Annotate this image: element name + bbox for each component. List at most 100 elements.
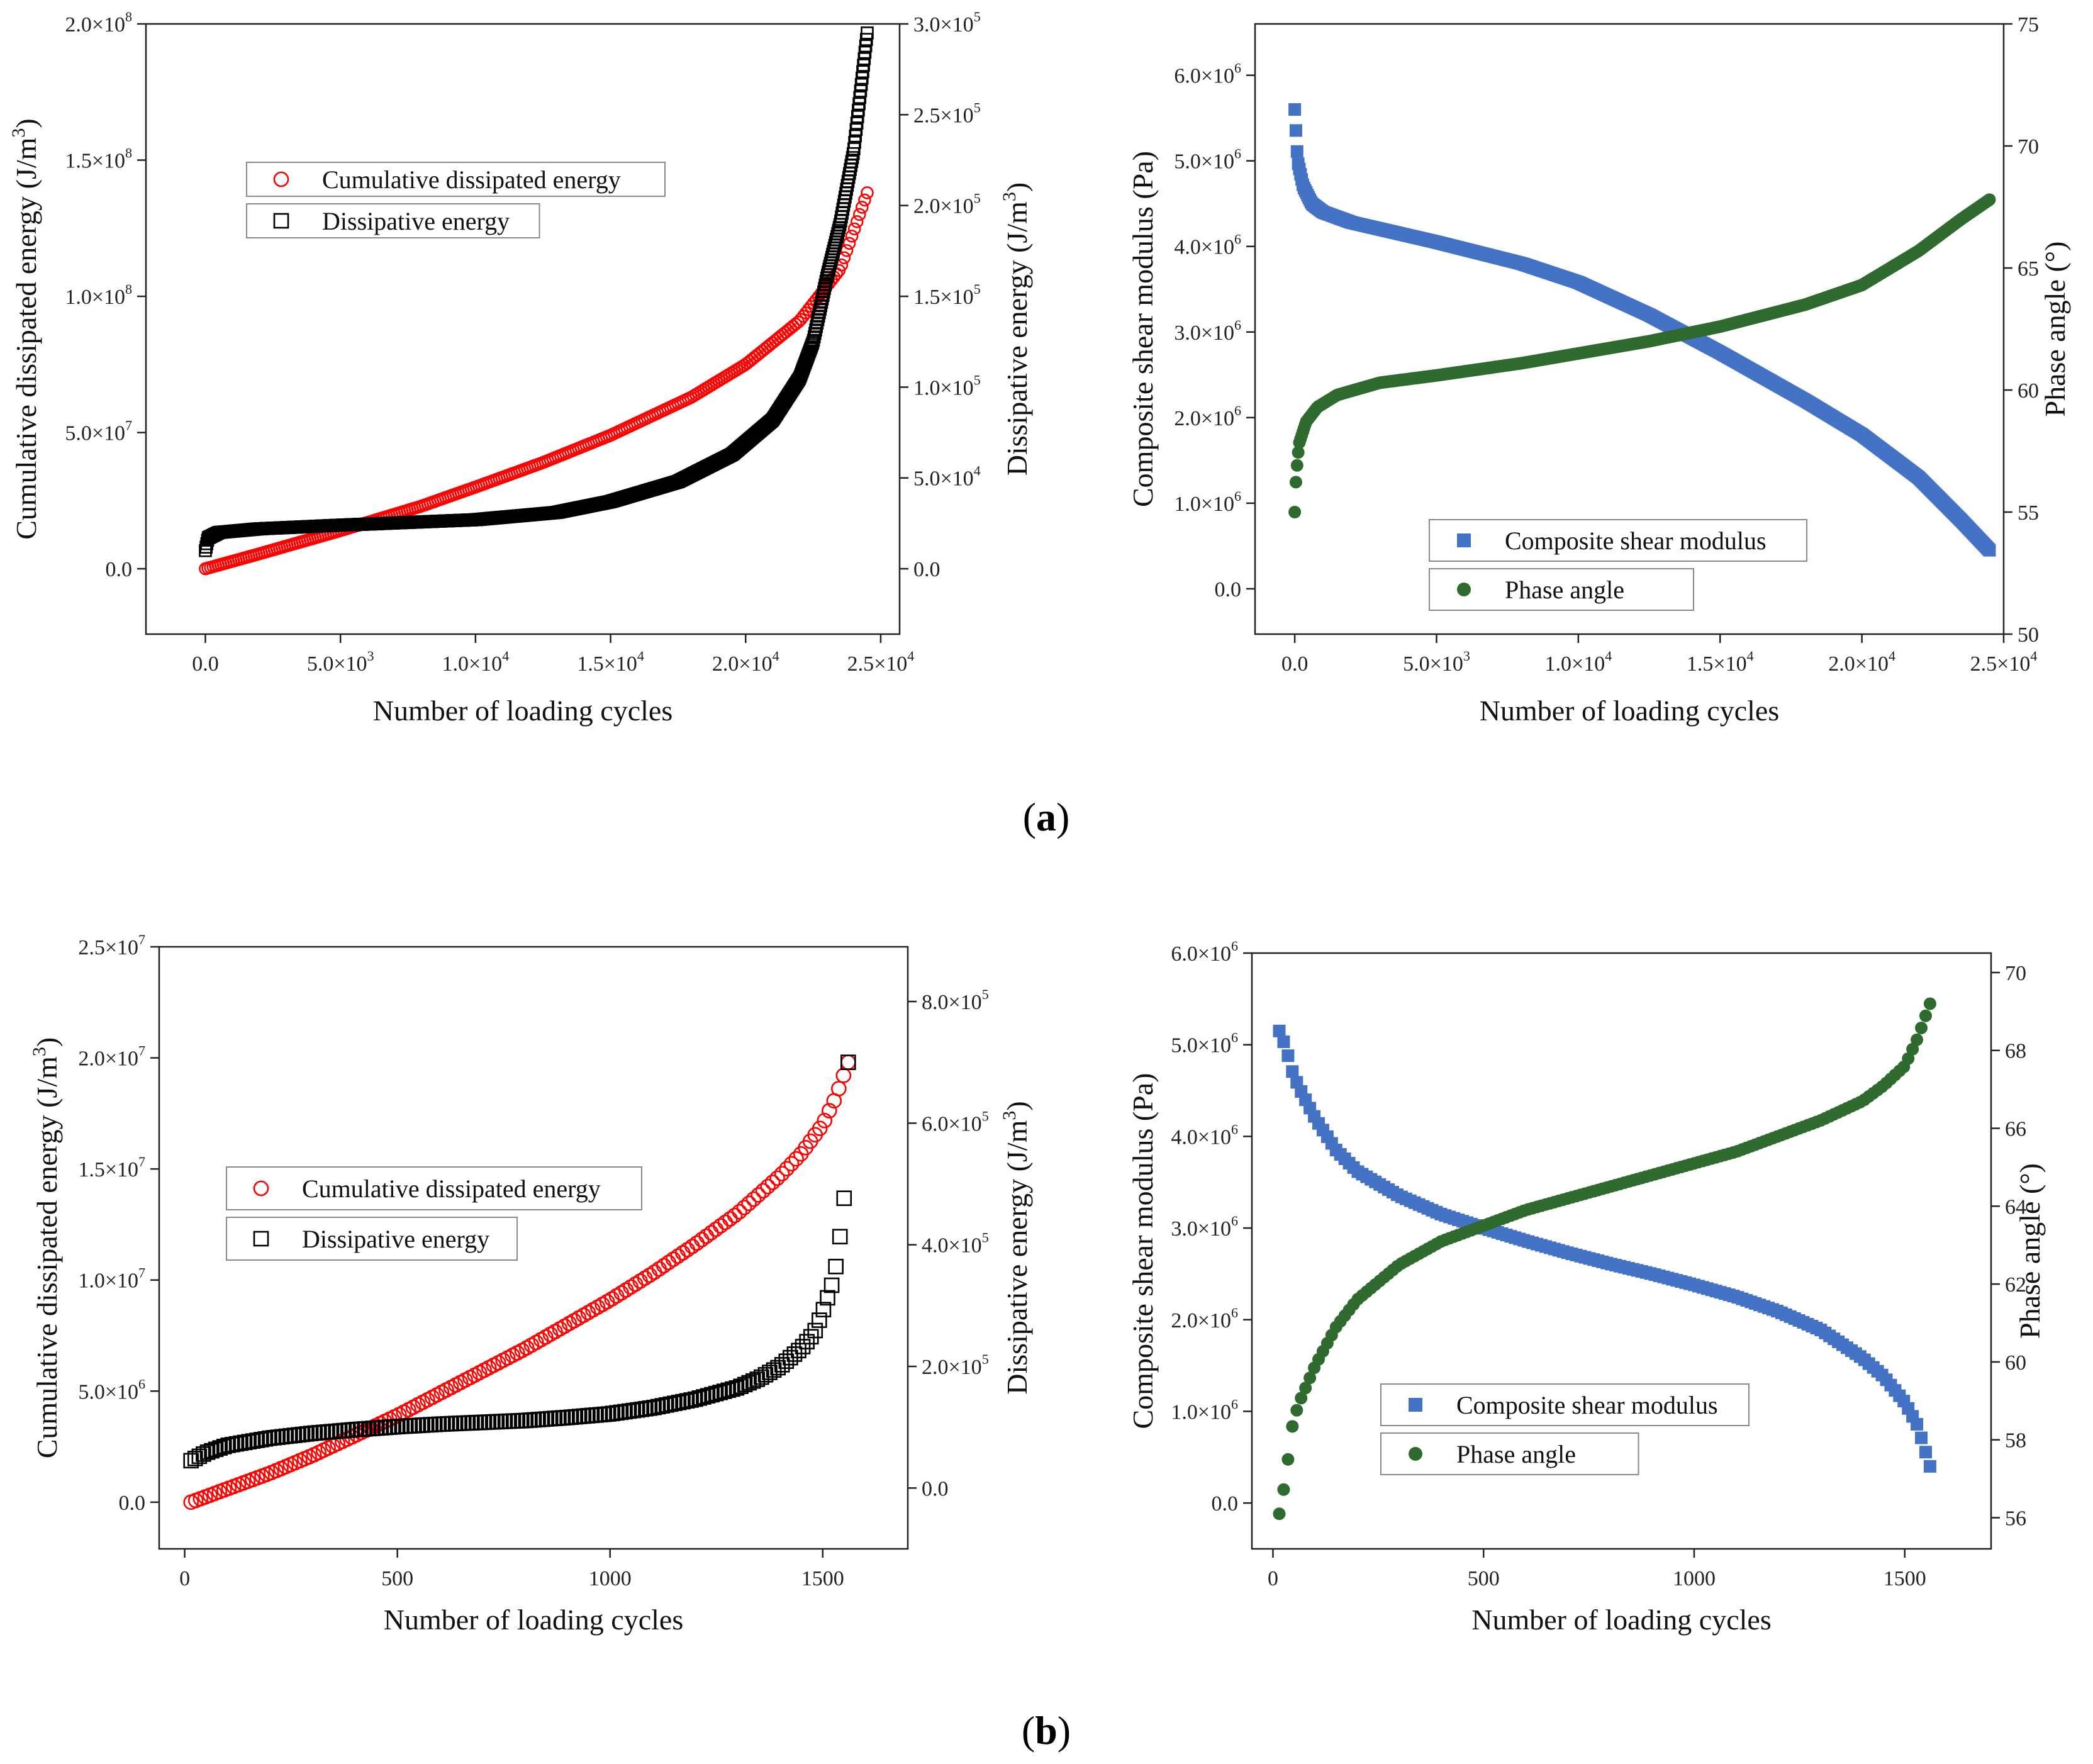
y-right-axis-label: Phase angle (°) [2039, 242, 2071, 417]
data-point [840, 1054, 856, 1070]
chart-a-left: 0.0 5.0×103 1.0×104 1.5×104 2.0×104 2.5×104 0.… [8, 9, 1033, 727]
y-left-tick-label: 0.0 [119, 1492, 146, 1515]
legend-marker [1457, 583, 1471, 596]
x-tick-label: 0 [1268, 1567, 1278, 1590]
data-point [766, 1362, 782, 1378]
data-point [823, 1277, 840, 1293]
y-right-tick-label: 66 [2005, 1118, 2026, 1141]
data-point [733, 1378, 749, 1394]
y-right-tick-label: 62 [2005, 1273, 2026, 1297]
y-right-tick-label: 6.0×105 [922, 1108, 989, 1136]
panel-label-a: (a) [1023, 795, 1070, 839]
data-point [783, 1156, 800, 1172]
data-point [671, 1395, 687, 1410]
data-point [191, 1448, 208, 1465]
data-point [1290, 145, 1303, 158]
y-left-tick-label: 3.0×106 [1171, 1213, 1238, 1241]
legend-entry-box [1429, 519, 1807, 562]
y-left-tick-label: 1.5×108 [65, 145, 132, 173]
y-right-tick-label: 2.0×105 [922, 1351, 989, 1379]
y-left-tick-label: 2.0×108 [65, 9, 132, 36]
data-point [1919, 1009, 1932, 1022]
x-tick-label: 2.5×104 [847, 648, 915, 676]
x-tick-label: 5.0×103 [307, 648, 374, 676]
data-point [1281, 1049, 1295, 1063]
data-point [1919, 1446, 1932, 1459]
data-point [764, 1175, 781, 1190]
data-point [732, 1203, 747, 1220]
series-phase-angle [1273, 997, 1936, 1521]
series-composite-shear-modulus [1273, 1024, 1936, 1473]
legend-marker [253, 1180, 269, 1197]
x-tick-label: 0 [179, 1567, 190, 1590]
data-point [708, 1385, 724, 1402]
data-point [204, 1443, 220, 1459]
y-left-tick-label: 0.0 [1215, 578, 1242, 601]
y-left-tick-label: 0.0 [106, 558, 133, 581]
series-phase-angle [1288, 193, 1996, 518]
y-right-tick-label: 0.0 [913, 558, 940, 581]
data-point [845, 229, 859, 243]
data-point [675, 1245, 691, 1261]
legend: Cumulative dissipated energy Dissipative … [246, 162, 666, 238]
data-point [667, 1395, 683, 1412]
data-point [1286, 1065, 1299, 1078]
x-tick-label: 1500 [1884, 1567, 1926, 1590]
data-point [1290, 459, 1303, 472]
legend-entry-box [246, 203, 540, 238]
data-point [795, 1339, 811, 1354]
y-left-tick-label: 2.5×107 [78, 932, 145, 959]
series-dissipative-energy [199, 26, 874, 557]
y-left-tick-label: 2.0×106 [1171, 1305, 1238, 1332]
data-point [836, 1190, 852, 1207]
y-right-tick-label: 55 [2018, 501, 2039, 525]
legend: Composite shear modulus Phase angle [1429, 519, 1807, 611]
y-right-tick-label: 75 [2018, 13, 2039, 36]
data-point [208, 1441, 224, 1458]
legend-marker [253, 1231, 269, 1247]
legend-label: Composite shear modulus [1505, 527, 1766, 555]
data-point [696, 1389, 712, 1405]
y-right-tick-label: 2.5×105 [913, 99, 981, 127]
x-tick-label: 500 [381, 1567, 413, 1590]
data-point [1289, 476, 1302, 489]
plot-frame [145, 23, 901, 635]
y-right-tick-label: 65 [2018, 257, 2039, 281]
y-left-axis-label: Composite shear modulus (Pa) [1127, 151, 1159, 507]
panel-label-b-letter: b [1035, 1708, 1058, 1753]
legend-entry-box [1380, 1383, 1750, 1426]
y-right-tick-label: 0.0 [922, 1477, 949, 1500]
data-point [658, 1397, 674, 1413]
y-left-tick-label: 2.0×106 [1174, 403, 1241, 430]
data-point [817, 1112, 833, 1129]
data-point [196, 1446, 211, 1462]
y-right-tick-label: 70 [2005, 962, 2026, 985]
legend: Composite shear modulus Phase angle [1380, 1383, 1750, 1475]
y-left-tick-label: 1.0×106 [1174, 488, 1241, 516]
x-tick-label: 2.0×104 [712, 648, 779, 676]
data-point [779, 1161, 795, 1177]
data-point [1911, 1417, 1924, 1431]
data-point [1277, 1483, 1290, 1496]
data-point [691, 1390, 708, 1406]
plot-frame [158, 946, 909, 1550]
y-right-tick-label: 64 [2005, 1195, 2026, 1219]
data-point [1911, 1033, 1924, 1046]
data-point [656, 1258, 672, 1274]
x-axis-label: Number of loading cycles [1480, 695, 1779, 727]
data-point [736, 1200, 752, 1215]
y-right-tick-label: 5.0×104 [913, 463, 981, 491]
data-point [760, 1178, 776, 1195]
data-point [799, 1334, 815, 1349]
legend-marker [273, 213, 289, 229]
y-right-tick-label: 2.0×105 [913, 191, 981, 218]
data-point [646, 1399, 662, 1415]
legend-label: Cumulative dissipated energy [322, 165, 621, 194]
legend-label: Cumulative dissipated energy [302, 1175, 601, 1203]
data-point [1281, 1453, 1295, 1466]
x-axis-label: Number of loading cycles [373, 695, 673, 727]
data-point [1902, 1052, 1915, 1065]
data-point [712, 1385, 728, 1400]
y-left-tick-label: 6.0×106 [1174, 60, 1241, 88]
data-point [212, 1440, 228, 1456]
